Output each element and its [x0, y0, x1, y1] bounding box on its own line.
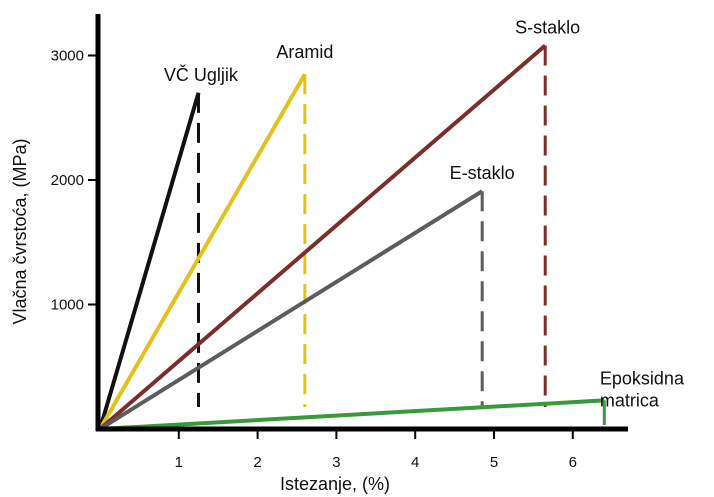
ticks-layer: 1 2 3 4 5 6 1000 2000 3000: [51, 48, 577, 472]
labels-layer: VČ Ugljik Aramid S-staklo E-staklo Epoksidna…: [164, 18, 685, 411]
series-label: E-staklo: [450, 163, 515, 183]
x-tick-label: 1: [175, 454, 183, 471]
series-layer: [98, 44, 606, 431]
y-tick-label: 2000: [51, 172, 84, 189]
axes-layer: [95, 14, 628, 432]
series-line: [98, 73, 307, 431]
x-tick-label: 3: [332, 454, 340, 471]
series-line: [99, 398, 605, 431]
series-line: [98, 92, 201, 430]
x-tick-label: 6: [569, 454, 577, 471]
series-label: Epoksidna matrica: [600, 368, 685, 410]
x-axis-title: Istezanje, (%): [280, 474, 390, 494]
series-label: S-staklo: [515, 18, 580, 38]
y-axis-title: Vlačna čvrstoća, (MPa): [10, 138, 30, 324]
series-line: [98, 44, 547, 431]
y-tick-label: 1000: [51, 297, 84, 314]
series-line: [98, 189, 484, 431]
x-tick-label: 2: [253, 454, 261, 471]
series-label: Aramid: [276, 42, 333, 62]
y-tick-label: 3000: [51, 48, 84, 65]
series-label: VČ Ugljik: [164, 64, 239, 85]
x-tick-label: 5: [490, 454, 498, 471]
x-tick-label: 4: [411, 454, 419, 471]
